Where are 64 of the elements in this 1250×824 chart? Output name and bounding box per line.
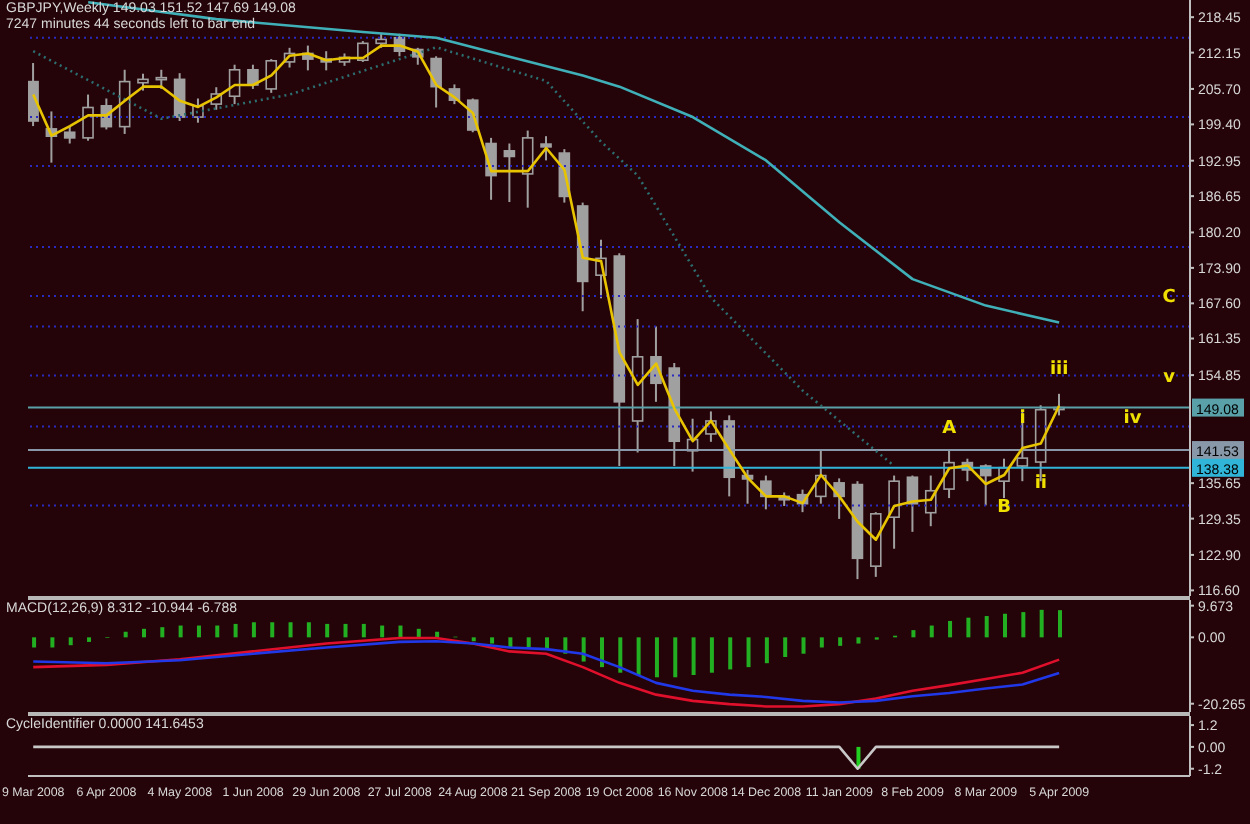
bar [380, 625, 385, 638]
bar [1039, 609, 1044, 638]
bar [929, 625, 934, 638]
bar [819, 637, 824, 648]
annotation: iii [1049, 360, 1069, 381]
bar [984, 616, 989, 638]
bar [636, 637, 641, 675]
bar [545, 637, 550, 650]
candlestick [503, 142, 516, 204]
annotation: B [997, 497, 1012, 518]
bar [141, 628, 146, 638]
bar [746, 637, 751, 668]
candlestick [82, 93, 94, 142]
bar [215, 625, 220, 638]
bar [196, 625, 201, 638]
bar [783, 637, 788, 657]
annotation: C [1162, 288, 1177, 309]
annotation: v [1163, 367, 1176, 388]
bar [325, 623, 330, 638]
bar [654, 637, 659, 678]
bar [50, 637, 55, 648]
bar [691, 637, 696, 675]
bar [673, 637, 678, 678]
bar [618, 637, 623, 673]
bar [1003, 613, 1008, 638]
bar [526, 637, 531, 648]
bar [251, 622, 256, 638]
candlestick [540, 135, 552, 162]
bar [599, 637, 604, 668]
bar [68, 637, 73, 646]
bar [435, 631, 440, 638]
bar [160, 627, 165, 638]
bar [32, 637, 37, 648]
bar [728, 637, 733, 670]
bar [764, 637, 769, 664]
bar [398, 625, 403, 638]
bar [178, 625, 183, 638]
bar [233, 623, 238, 638]
candlestick [521, 129, 534, 209]
bar [343, 623, 348, 638]
bar [288, 622, 293, 638]
bar [838, 637, 843, 646]
candlestick [247, 63, 259, 90]
candlestick [1016, 410, 1029, 483]
bar [801, 637, 806, 654]
bar [123, 631, 128, 638]
line-series [31, 45, 896, 468]
bar [416, 628, 421, 638]
annotation: iv [1123, 409, 1142, 430]
bar [709, 637, 714, 673]
bar [490, 637, 495, 644]
annotation: A [942, 418, 957, 439]
annotation: ii [1034, 473, 1047, 494]
bar [911, 630, 916, 638]
bar [306, 622, 311, 638]
candlestick [28, 62, 39, 128]
candlestick [888, 474, 900, 550]
bar [948, 620, 953, 638]
bar [1057, 610, 1062, 638]
bar [270, 622, 275, 638]
bar [856, 637, 861, 644]
bar [361, 623, 366, 638]
annotation: i [1019, 409, 1026, 430]
bar [966, 617, 971, 638]
